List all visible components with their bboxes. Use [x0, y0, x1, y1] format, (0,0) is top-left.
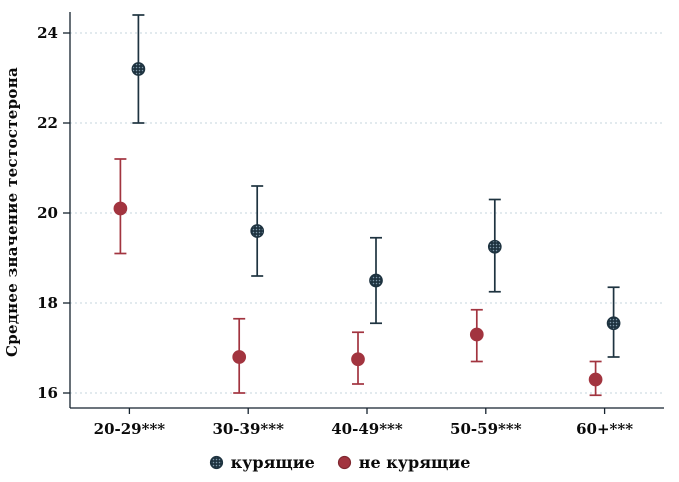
legend-item-nonsmokers: не курящие — [337, 453, 471, 472]
y-axis-title: Среднее значение тестостерона — [3, 67, 21, 357]
x-tick-label: 40-49*** — [331, 420, 403, 438]
plot-area: Среднее значение тестостерона 16 18 20 22 24… — [3, 12, 664, 438]
nonsmokers-marker-icon — [337, 455, 351, 470]
x-tick-label: 30-39*** — [212, 420, 284, 438]
y-tick-label: 22 — [37, 114, 58, 132]
data-point-nonsmokers — [113, 201, 128, 216]
x-tick-label: 20-29*** — [94, 420, 166, 438]
y-tick-label: 18 — [37, 294, 58, 312]
data-point-smokers — [250, 224, 265, 238]
legend-label-nonsmokers: не курящие — [358, 453, 471, 472]
x-tick-label: 50-59*** — [450, 420, 522, 438]
y-tick-label: 16 — [37, 384, 58, 402]
legend: курящие не курящие — [0, 453, 679, 472]
data-point-smokers — [369, 273, 383, 288]
y-tick-label: 24 — [37, 24, 58, 42]
data-point-nonsmokers — [351, 352, 365, 367]
legend-label-smokers: курящие — [230, 453, 315, 472]
data-point-smokers — [487, 239, 502, 254]
data-point-smokers — [131, 62, 146, 76]
data-point-smokers — [606, 316, 621, 331]
smokers-marker-icon — [209, 455, 223, 470]
data-point-nonsmokers — [588, 372, 603, 387]
y-tick-label: 20 — [37, 204, 58, 222]
data-point-nonsmokers — [469, 327, 484, 342]
x-tick-label: 60+*** — [576, 420, 633, 438]
data-point-nonsmokers — [232, 350, 247, 364]
legend-item-smokers: курящие — [209, 453, 315, 472]
